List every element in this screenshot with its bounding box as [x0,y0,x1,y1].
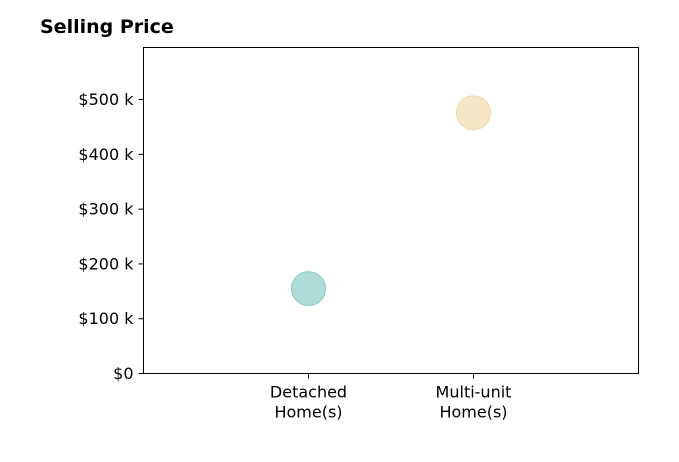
x-tick-label: Multi-unit [436,383,512,402]
y-tick-label: $400 k [78,145,134,164]
chart-title: Selling Price [40,16,174,38]
y-tick-label: $300 k [78,200,134,219]
y-tick-label: $100 k [78,309,134,328]
data-point [291,271,326,307]
data-points [291,95,491,307]
y-tick-label: $500 k [78,90,134,109]
x-tick-label: Detached [270,383,347,402]
data-point [456,95,491,131]
x-tick-label: Home(s) [274,403,342,422]
y-tick-label: $0 [113,364,133,383]
y-tick-label: $200 k [78,254,134,273]
y-axis: $0 $100 k $200 k $300 k $400 k $500 k [78,90,144,383]
x-tick-label: Home(s) [439,403,507,422]
plot-area-frame [143,47,639,374]
